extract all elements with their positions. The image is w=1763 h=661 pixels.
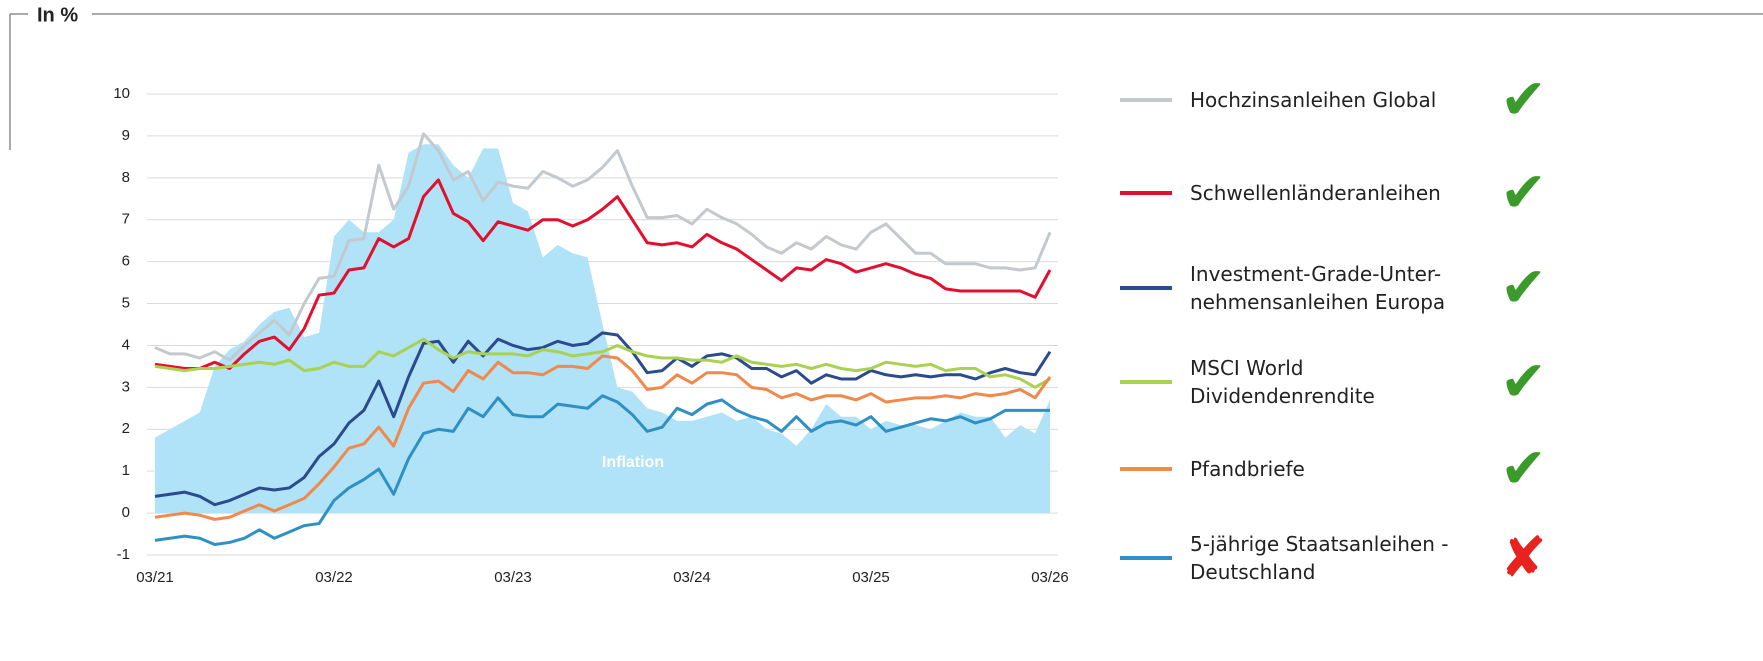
y-tick-label: 1: [122, 462, 130, 479]
x-tick-label: 03/25: [852, 569, 890, 586]
y-tick-label: 5: [122, 295, 130, 312]
x-tick-label: 03/22: [315, 569, 353, 586]
x-tick-label: 03/23: [494, 569, 532, 586]
y-tick-label: -1: [117, 546, 130, 563]
area-label: Inflation: [602, 454, 664, 471]
series-line: [154, 354, 1052, 521]
status-icon: ✔: [1500, 436, 1547, 502]
y-tick-label: 8: [122, 169, 130, 186]
x-tick-label: 03/26: [1031, 569, 1069, 586]
y-axis-label: In %: [37, 4, 78, 26]
y-tick-label: 0: [122, 504, 130, 521]
status-icon: ✔: [1500, 67, 1547, 133]
y-tick-label: 10: [113, 85, 130, 102]
legend-label: MSCI World Dividendenrendite: [1190, 356, 1375, 408]
x-tick-label: 03/21: [136, 569, 174, 586]
status-icon: ✔: [1500, 160, 1547, 226]
series-line: [154, 178, 1052, 371]
y-tick-label: 9: [122, 127, 130, 144]
y-tick-label: 6: [122, 253, 130, 270]
series-line: [154, 337, 1051, 389]
legend-label: Investment-Grade-Unter- nehmensanleihen …: [1190, 262, 1446, 314]
status-icon: ✔: [1500, 255, 1547, 321]
y-tick-label: 3: [122, 378, 130, 395]
y-tick-label: 4: [122, 336, 130, 353]
inflation-area: [155, 144, 1050, 514]
legend-label: Pfandbriefe: [1190, 457, 1305, 481]
series-line: [154, 132, 1052, 362]
y-tick-label: 7: [122, 211, 130, 228]
status-icon: ✔: [1500, 349, 1547, 415]
legend-label: Schwellenländeranleihen: [1190, 181, 1441, 205]
series-line: [154, 331, 1052, 507]
legend-label: Hochzinsanleihen Global: [1190, 88, 1437, 112]
y-tick-label: 2: [122, 420, 130, 437]
x-tick-label: 03/24: [673, 569, 711, 586]
legend-label: 5-jährige Staatsanleihen - Deutschland: [1190, 532, 1449, 584]
status-icon: ✘: [1500, 525, 1547, 591]
series-line: [154, 394, 1050, 547]
